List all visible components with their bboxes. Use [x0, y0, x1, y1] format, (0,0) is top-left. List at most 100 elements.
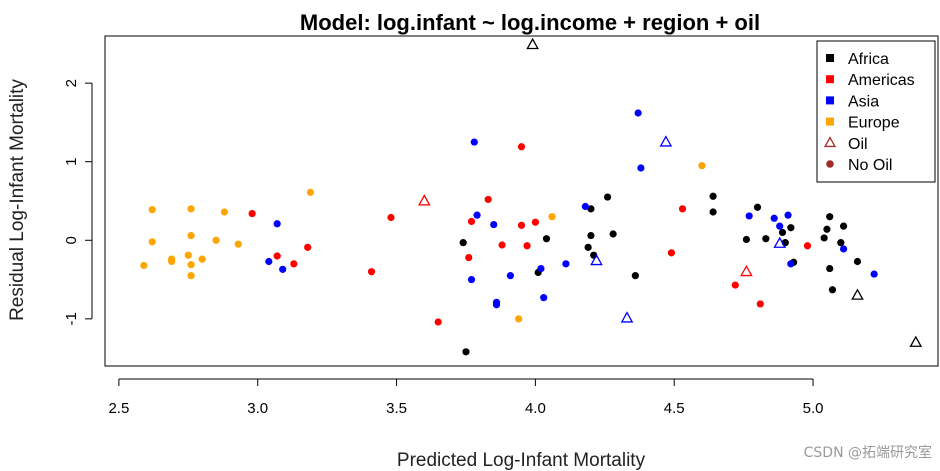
point-americas — [467, 217, 476, 226]
point-africa — [609, 230, 617, 238]
point-asia — [273, 220, 281, 228]
point-africa — [828, 286, 837, 294]
point-asia — [562, 260, 570, 268]
point-asia — [492, 301, 501, 309]
y-tick-label: 2 — [63, 79, 80, 87]
x-tick-label: 4.0 — [525, 400, 546, 417]
point-americas — [803, 242, 812, 250]
point-americas — [498, 241, 506, 249]
point-europe — [148, 238, 156, 246]
point-americas — [290, 260, 298, 268]
point-asia — [467, 275, 476, 284]
point-africa — [753, 203, 762, 211]
legend-swatch-americas — [826, 75, 834, 84]
point-americas — [667, 249, 676, 257]
point-asia-oil — [620, 311, 634, 323]
point-europe — [187, 231, 195, 240]
point-africa — [839, 222, 848, 230]
point-europe — [187, 205, 195, 213]
plot-area-border — [104, 35, 939, 367]
point-europe — [306, 188, 315, 196]
y-axis-label: Residual Log-Infant Mortality — [7, 79, 28, 321]
point-africa — [459, 239, 467, 247]
point-africa — [587, 231, 595, 240]
point-americas-oil — [417, 194, 431, 206]
x-axis: 2.5 3.0 3.5 4.0 4.5 5.0 — [108, 378, 823, 417]
point-americas — [367, 268, 376, 276]
y-axis: -1 0 1 2 — [63, 79, 93, 326]
point-europe — [548, 213, 556, 221]
point-africa — [823, 225, 831, 233]
point-americas — [465, 253, 473, 262]
point-americas — [273, 252, 281, 260]
data-points — [140, 37, 923, 356]
legend-label-no-oil: No Oil — [848, 157, 892, 174]
point-africa — [462, 348, 470, 356]
point-europe — [168, 257, 176, 266]
point-africa — [709, 208, 717, 216]
point-asia-oil — [773, 236, 787, 248]
point-africa-oil — [526, 37, 539, 50]
x-tick-label: 4.5 — [664, 400, 685, 417]
legend-swatch-africa — [826, 54, 834, 62]
point-africa — [603, 193, 612, 201]
point-asia — [839, 245, 848, 253]
point-africa — [631, 272, 639, 280]
point-asia — [634, 109, 642, 117]
point-asia-oil — [659, 135, 673, 147]
point-africa — [584, 243, 592, 251]
point-africa — [742, 235, 751, 244]
point-asia — [784, 211, 792, 219]
point-europe — [220, 208, 228, 216]
point-americas — [731, 281, 739, 289]
point-africa-oil — [909, 335, 923, 347]
legend-swatch-no-oil — [826, 160, 834, 168]
point-americas — [531, 218, 539, 226]
point-africa-oil — [851, 288, 864, 300]
point-africa — [853, 257, 862, 266]
point-asia — [870, 270, 878, 278]
x-tick-label: 2.5 — [108, 400, 129, 417]
legend-label-americas: Americas — [848, 72, 915, 89]
legend-label-oil: Oil — [848, 136, 868, 153]
point-asia — [787, 260, 795, 268]
point-asia — [506, 272, 514, 280]
y-tick-label: 0 — [63, 236, 80, 244]
point-americas — [248, 209, 256, 218]
point-americas — [434, 318, 442, 326]
point-europe — [515, 315, 523, 323]
point-asia — [581, 202, 589, 211]
point-asia — [537, 264, 545, 273]
point-africa — [837, 239, 845, 247]
point-africa — [762, 235, 770, 243]
legend-label-asia: Asia — [848, 93, 879, 110]
point-africa — [826, 264, 834, 273]
point-europe — [140, 261, 148, 270]
point-africa — [778, 228, 787, 237]
point-asia — [279, 265, 287, 273]
point-americas — [484, 195, 492, 204]
point-asia — [470, 138, 478, 146]
x-tick-label: 3.5 — [386, 400, 407, 417]
point-americas-oil — [740, 264, 753, 277]
point-europe — [698, 162, 706, 170]
point-americas — [523, 242, 531, 250]
x-tick-label: 3.0 — [247, 400, 268, 417]
point-americas — [304, 243, 312, 251]
point-africa — [826, 213, 834, 221]
y-tick-label: 1 — [63, 158, 80, 166]
point-asia — [745, 212, 753, 220]
watermark: CSDN @拓端研究室 — [804, 444, 932, 461]
point-europe — [234, 240, 242, 248]
point-americas — [756, 300, 764, 308]
point-americas — [517, 143, 526, 151]
legend-label-europe: Europe — [848, 115, 900, 132]
x-axis-label: Predicted Log-Infant Mortality — [397, 450, 646, 471]
legend-swatch-oil — [823, 136, 837, 148]
legend-swatch-asia — [826, 96, 834, 105]
point-africa — [542, 235, 551, 243]
point-europe — [198, 255, 206, 263]
chart-title: Model: log.infant ~ log.income + region … — [300, 10, 760, 35]
point-europe — [187, 261, 195, 269]
point-asia — [490, 220, 498, 229]
